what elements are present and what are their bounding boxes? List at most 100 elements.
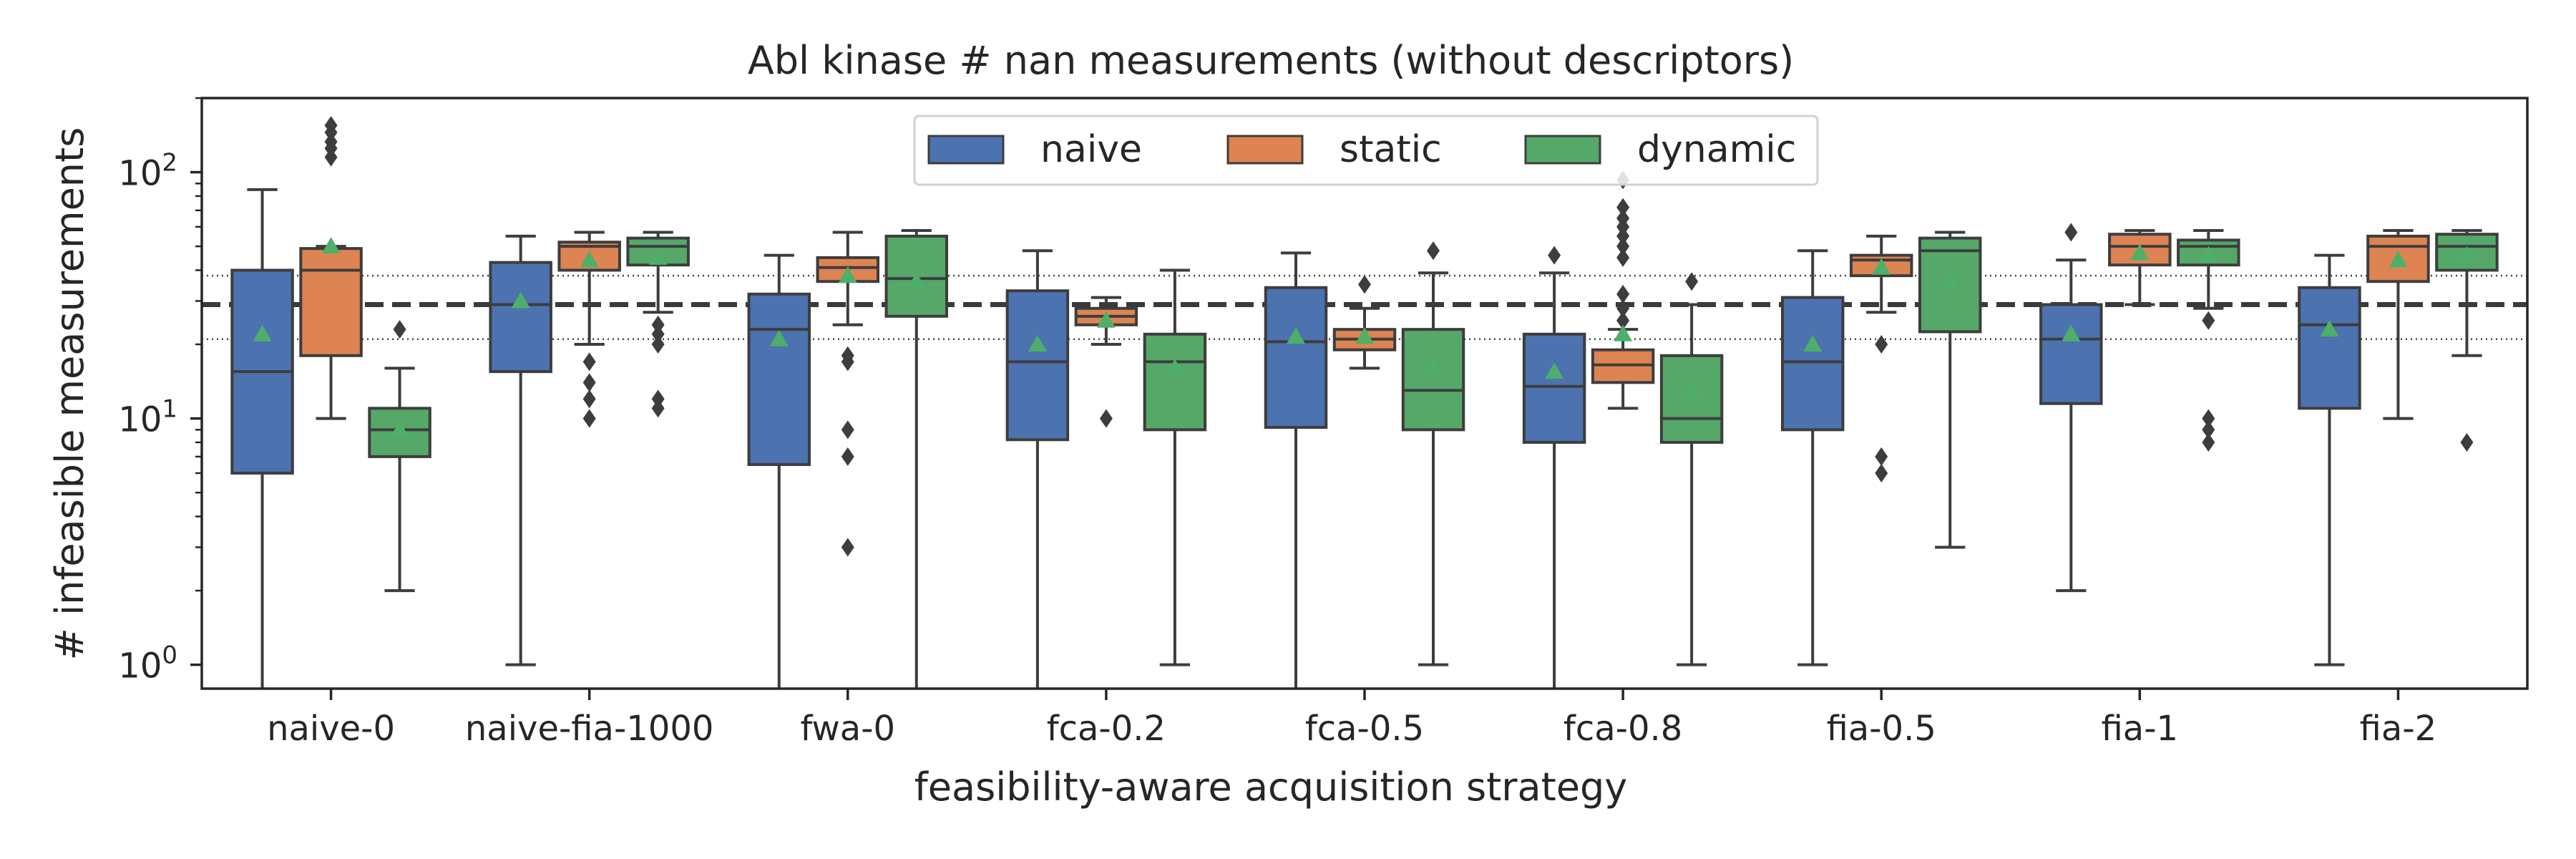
outlier-point: [2202, 311, 2215, 330]
box-dynamic-fia-1: [2177, 228, 2240, 452]
box-dynamic-naive-fia-1000: [626, 230, 690, 418]
mean-marker: [2457, 246, 2477, 263]
box-dynamic-fca-0.8: [1659, 272, 1724, 666]
outlier-point: [582, 352, 596, 372]
box-static-fia-0.5: [1849, 234, 1913, 482]
y-tick-label: 100: [118, 641, 177, 686]
mean-marker: [907, 272, 926, 289]
outlier-point: [841, 447, 854, 466]
outlier-point: [582, 389, 596, 409]
mean-marker: [1165, 359, 1184, 376]
iqr-box: [2298, 286, 2361, 410]
legend-label-static: static: [1340, 128, 1442, 171]
mean-marker: [1614, 324, 1633, 341]
outlier-point: [1616, 311, 1630, 330]
x-tick-label: fca-0.5: [1305, 709, 1424, 749]
box-static-naive-fia-1000: [557, 230, 621, 428]
box-dynamic-fia-2: [2435, 228, 2499, 452]
box-naive-fia-2: [2298, 253, 2361, 666]
box-naive-fwa-0: [747, 253, 811, 689]
outlier-point: [1358, 275, 1371, 294]
x-tick-label: fwa-0: [800, 709, 895, 749]
mean-marker: [2320, 320, 2339, 337]
outlier-point: [1616, 208, 1630, 228]
iqr-box: [1005, 289, 1070, 442]
mean-marker: [321, 237, 341, 254]
chart-title: Abl kinase # nan measurements (without d…: [748, 38, 1794, 83]
plot-area: [202, 116, 2527, 689]
outlier-point: [841, 420, 854, 440]
box-static-fca-0.2: [1074, 296, 1138, 428]
x-tick-label: fia-2: [2360, 709, 2437, 749]
legend-box: [913, 115, 1819, 186]
x-tick-label: naive-0: [267, 709, 395, 749]
outlier-point: [1099, 409, 1113, 428]
outlier-point: [651, 399, 665, 418]
outlier-point: [1548, 246, 1561, 265]
mean-marker: [1424, 359, 1443, 376]
iqr-box: [1401, 328, 1465, 432]
iqr-box: [489, 261, 552, 374]
box-naive-naive-0: [230, 188, 294, 689]
legend-swatch-dynamic: [1524, 135, 1601, 165]
outlier-point: [651, 315, 665, 334]
outlier-point: [393, 320, 406, 339]
box-naive-fca-0.2: [1005, 249, 1070, 689]
mean-marker: [769, 329, 789, 346]
mean-marker: [1803, 335, 1823, 352]
box-naive-fca-0.5: [1264, 251, 1328, 689]
y-tick-label: 102: [118, 149, 177, 194]
box-dynamic-fca-0.5: [1401, 241, 1465, 666]
mean-marker: [648, 248, 668, 265]
mean-marker: [2199, 246, 2218, 263]
mean-marker: [2389, 251, 2408, 268]
x-tick-label: fia-1: [2102, 709, 2179, 749]
box-static-fwa-0: [816, 230, 880, 557]
mean-marker: [2062, 324, 2081, 341]
mean-marker: [1028, 335, 1047, 352]
y-tick-label: 101: [118, 395, 177, 440]
outlier-point: [651, 389, 665, 409]
mean-marker: [1096, 311, 1116, 328]
outlier-point: [1616, 284, 1630, 304]
iqr-box: [2039, 303, 2103, 405]
outlier-point: [582, 373, 596, 392]
iqr-box: [1264, 286, 1328, 430]
mean-marker: [1941, 272, 1960, 289]
outlier-point: [1616, 248, 1630, 267]
iqr-box: [1659, 354, 1724, 444]
x-tick-label: fca-0.2: [1047, 709, 1166, 749]
outlier-point: [2064, 223, 2078, 242]
mean-marker: [838, 266, 857, 283]
outlier-point: [651, 335, 665, 354]
x-tick-label: fca-0.8: [1563, 709, 1682, 749]
box-static-fca-0.5: [1332, 275, 1397, 370]
x-tick-label: naive-fia-1000: [465, 709, 714, 749]
box-static-fia-2: [2366, 228, 2430, 420]
outlier-point: [1875, 335, 1888, 354]
mean-marker: [580, 251, 599, 268]
outlier-point: [1616, 226, 1630, 246]
legend-swatch-static: [1226, 135, 1304, 165]
box-dynamic-naive-0: [368, 320, 431, 593]
outlier-point: [2202, 420, 2215, 440]
legend-swatch-naive: [927, 135, 1005, 165]
outlier-point: [1875, 463, 1888, 482]
outlier-point: [1685, 272, 1699, 291]
outlier-point: [2460, 432, 2474, 452]
legend-label-naive: naive: [1040, 128, 1142, 171]
box-static-naive-0: [299, 116, 363, 420]
mean-marker: [390, 420, 409, 437]
mean-marker: [1872, 258, 1891, 275]
outlier-point: [582, 409, 596, 428]
box-naive-fia-1: [2039, 223, 2103, 593]
legend-label-dynamic: dynamic: [1637, 128, 1796, 171]
legend: naive static dynamic: [913, 115, 1819, 186]
axes: 100 101 102 naive-0 naive-fia-1000 fwa-0 fca-0…: [118, 97, 2529, 749]
y-axis-label: # infeasible measurements: [47, 127, 92, 661]
box-dynamic-fwa-0: [884, 228, 949, 689]
outlier-point: [841, 346, 854, 365]
box-dynamic-fia-0.5: [1918, 230, 1982, 549]
mean-marker: [1682, 381, 1702, 398]
